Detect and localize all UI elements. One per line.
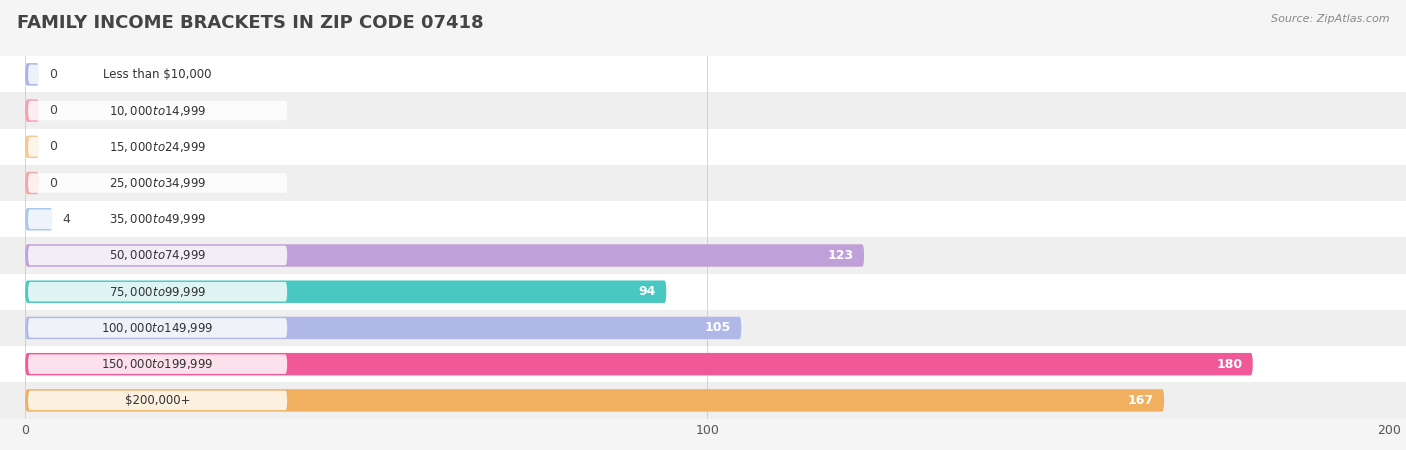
Text: 105: 105: [704, 321, 731, 334]
Text: Source: ZipAtlas.com: Source: ZipAtlas.com: [1271, 14, 1389, 23]
FancyBboxPatch shape: [25, 280, 666, 303]
FancyBboxPatch shape: [25, 353, 1253, 375]
FancyBboxPatch shape: [28, 65, 287, 84]
FancyBboxPatch shape: [0, 382, 1406, 419]
Text: 0: 0: [49, 104, 58, 117]
FancyBboxPatch shape: [28, 355, 287, 374]
Text: $35,000 to $49,999: $35,000 to $49,999: [108, 212, 207, 226]
Text: FAMILY INCOME BRACKETS IN ZIP CODE 07418: FAMILY INCOME BRACKETS IN ZIP CODE 07418: [17, 14, 484, 32]
Text: $150,000 to $199,999: $150,000 to $199,999: [101, 357, 214, 371]
FancyBboxPatch shape: [25, 208, 52, 230]
Text: 4: 4: [63, 213, 70, 226]
FancyBboxPatch shape: [28, 137, 287, 157]
FancyBboxPatch shape: [25, 389, 1164, 412]
Text: Less than $10,000: Less than $10,000: [104, 68, 212, 81]
FancyBboxPatch shape: [28, 318, 287, 338]
FancyBboxPatch shape: [25, 135, 39, 158]
FancyBboxPatch shape: [25, 172, 39, 194]
FancyBboxPatch shape: [0, 274, 1406, 310]
Text: 94: 94: [638, 285, 657, 298]
FancyBboxPatch shape: [25, 63, 39, 86]
Text: 167: 167: [1128, 394, 1154, 407]
FancyBboxPatch shape: [0, 92, 1406, 129]
FancyBboxPatch shape: [28, 210, 287, 229]
FancyBboxPatch shape: [28, 246, 287, 265]
FancyBboxPatch shape: [0, 346, 1406, 382]
FancyBboxPatch shape: [28, 282, 287, 302]
FancyBboxPatch shape: [28, 101, 287, 120]
Text: $200,000+: $200,000+: [125, 394, 190, 407]
Text: 0: 0: [49, 176, 58, 189]
FancyBboxPatch shape: [0, 129, 1406, 165]
FancyBboxPatch shape: [0, 201, 1406, 237]
FancyBboxPatch shape: [25, 99, 39, 122]
Text: 0: 0: [49, 68, 58, 81]
Text: $10,000 to $14,999: $10,000 to $14,999: [108, 104, 207, 117]
FancyBboxPatch shape: [0, 310, 1406, 346]
Text: 0: 0: [49, 140, 58, 153]
Text: $75,000 to $99,999: $75,000 to $99,999: [108, 285, 207, 299]
Text: $50,000 to $74,999: $50,000 to $74,999: [108, 248, 207, 262]
FancyBboxPatch shape: [28, 391, 287, 410]
FancyBboxPatch shape: [28, 173, 287, 193]
Text: $25,000 to $34,999: $25,000 to $34,999: [108, 176, 207, 190]
Text: $15,000 to $24,999: $15,000 to $24,999: [108, 140, 207, 154]
Text: 123: 123: [828, 249, 853, 262]
FancyBboxPatch shape: [25, 244, 865, 267]
Text: 180: 180: [1216, 358, 1243, 371]
Text: $100,000 to $149,999: $100,000 to $149,999: [101, 321, 214, 335]
FancyBboxPatch shape: [0, 237, 1406, 274]
FancyBboxPatch shape: [0, 56, 1406, 92]
FancyBboxPatch shape: [0, 165, 1406, 201]
FancyBboxPatch shape: [25, 317, 741, 339]
